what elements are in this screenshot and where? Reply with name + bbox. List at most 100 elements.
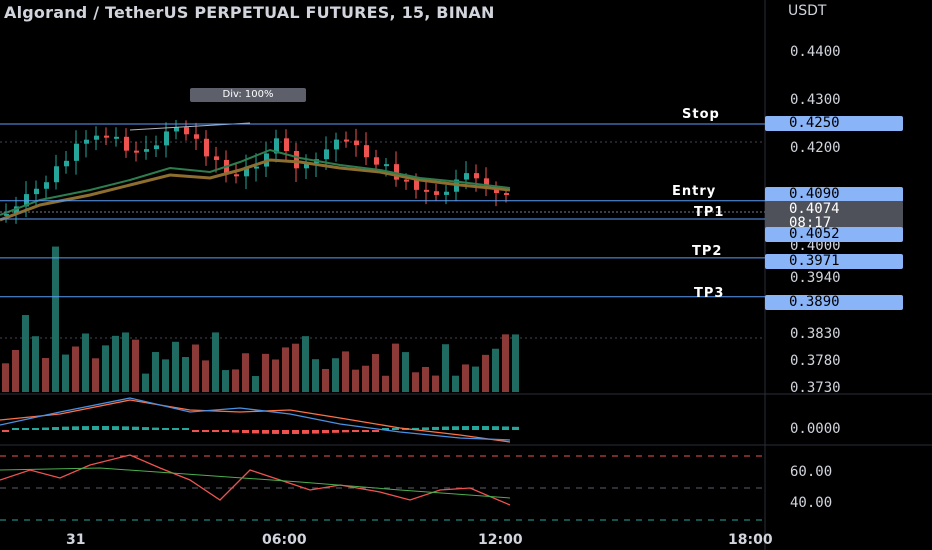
price-axis-label: 0.3730 <box>790 380 841 396</box>
volume-bar <box>372 354 379 392</box>
candle-body <box>254 166 259 169</box>
macd-histogram-bar <box>452 426 459 430</box>
macd-histogram-bar <box>372 430 379 432</box>
volume-bar <box>382 375 389 392</box>
macd-histogram-bar <box>222 430 229 433</box>
candle-body <box>274 138 279 154</box>
candle-body <box>294 151 299 169</box>
volume-bar <box>412 372 419 392</box>
volume-bar <box>222 370 229 392</box>
macd-histogram-bar <box>202 430 209 432</box>
macd-histogram-bar <box>262 430 269 434</box>
level-label-stop: Stop <box>682 107 720 122</box>
candle-body <box>54 166 59 183</box>
price-axis-label: 0.4200 <box>790 140 841 156</box>
chart-title: Algorand / TetherUS PERPETUAL FUTURES, 1… <box>4 3 495 22</box>
volume-bar <box>402 352 409 392</box>
macd-histogram-bar <box>22 428 29 430</box>
candle-body <box>74 143 79 161</box>
macd-histogram-bar <box>152 427 159 430</box>
candle-body <box>234 174 239 177</box>
volume-bar <box>2 363 9 392</box>
macd-histogram-bar <box>422 427 429 430</box>
volume-bar <box>272 359 279 392</box>
candle-body <box>424 189 429 192</box>
volume-bar <box>312 359 319 392</box>
candle-body <box>464 173 469 180</box>
rsi-axis-label: 40.00 <box>790 495 833 511</box>
macd-histogram-bar <box>332 430 339 433</box>
macd-pane <box>0 397 519 443</box>
volume-bar <box>482 354 489 392</box>
macd-histogram-bar <box>442 426 449 430</box>
candle-body <box>184 127 189 135</box>
macd-histogram-bar <box>242 430 249 434</box>
candle-body <box>44 182 49 189</box>
macd-histogram-bar <box>182 428 189 430</box>
volume-bar <box>32 336 39 392</box>
time-axis-label: 06:00 <box>262 532 307 548</box>
macd-histogram-bar <box>462 426 469 430</box>
macd-histogram-bar <box>272 430 279 434</box>
volume-bar <box>332 358 339 392</box>
volume-bar <box>282 347 289 392</box>
volume-bar <box>172 341 179 392</box>
macd-histogram-bar <box>412 427 419 430</box>
moving-average-line <box>0 148 511 216</box>
volume-bar <box>262 353 269 392</box>
price-axis-label: 0.4300 <box>790 92 841 108</box>
candle-body <box>214 156 219 160</box>
volume-bar <box>182 357 189 392</box>
price-tag-tp3: 0.3890 <box>765 295 903 310</box>
candle-body <box>484 178 489 189</box>
macd-histogram-bar <box>122 426 129 430</box>
candle-body <box>364 145 369 158</box>
candle-body <box>434 191 439 195</box>
candle-body <box>384 164 389 167</box>
price-tag-tp2: 0.3971 <box>765 254 903 269</box>
candle-body <box>14 206 19 214</box>
rsi-line <box>0 454 511 506</box>
candle-body <box>194 134 199 139</box>
current-price: 0.4074 <box>789 201 840 217</box>
macd-histogram-bar <box>72 426 79 430</box>
candle-body <box>94 135 99 140</box>
candle-body <box>304 163 309 169</box>
macd-histogram-bar <box>312 430 319 434</box>
time-axis-label: 31 <box>66 532 86 548</box>
divergence-badge: Div: 100% <box>190 88 306 102</box>
candle-body <box>474 173 479 179</box>
candle-body <box>504 193 509 196</box>
volume-bar <box>112 335 119 392</box>
price-tag-tp1: 0.4052 <box>765 227 903 242</box>
candle-body <box>144 149 149 152</box>
volume-bar <box>22 315 29 392</box>
candle-body <box>244 166 249 177</box>
volume-bar <box>472 366 479 392</box>
volume-bar <box>212 332 219 392</box>
macd-histogram-bar <box>302 430 309 434</box>
rsi-pane <box>0 454 765 521</box>
candle-body <box>404 179 409 182</box>
moving-average-line <box>0 158 511 222</box>
candle-body <box>124 136 129 151</box>
volume-bar <box>152 352 159 392</box>
macd-histogram-bar <box>502 426 509 430</box>
candle-body <box>284 138 289 152</box>
macd-axis-label: 0.0000 <box>790 421 841 437</box>
volume-bar <box>72 346 79 392</box>
macd-histogram-bar <box>322 430 329 434</box>
macd-histogram-bar <box>492 426 499 430</box>
volume-bar <box>102 345 109 392</box>
volume-bar <box>82 333 89 392</box>
candle-body <box>134 150 139 153</box>
volume-bar <box>392 343 399 392</box>
volume-bar <box>362 365 369 392</box>
macd-histogram-bar <box>102 426 109 430</box>
candle-body <box>34 188 39 195</box>
rsi-ma-line <box>0 467 511 499</box>
candle-body <box>494 188 499 194</box>
volume-bar <box>52 246 59 392</box>
